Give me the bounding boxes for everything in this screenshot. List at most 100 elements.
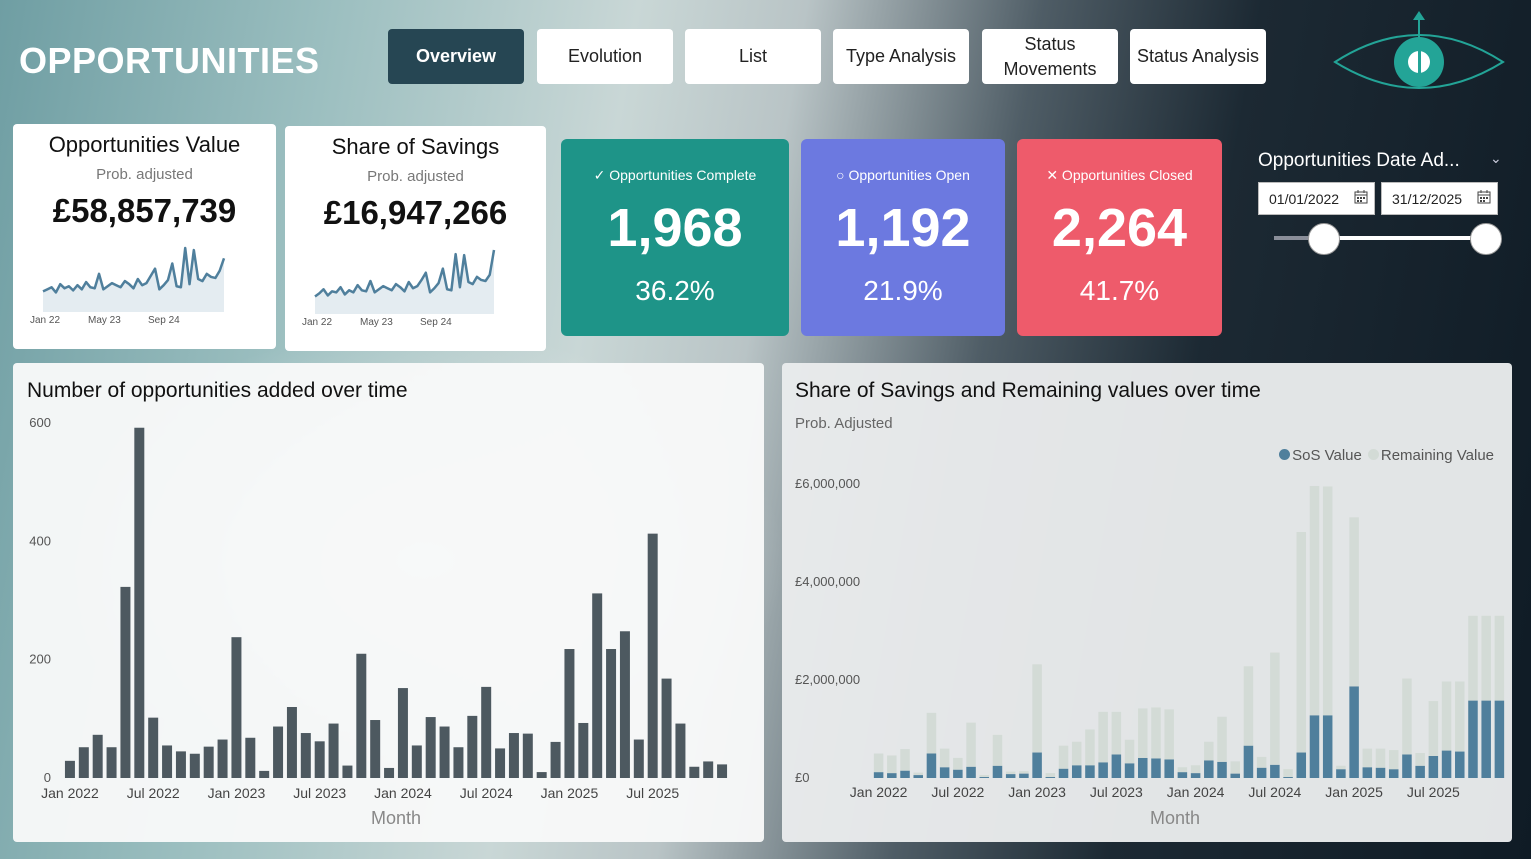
- bar-sos-value: [1111, 754, 1122, 778]
- bar: [231, 637, 242, 778]
- kpi-value: 2,264: [1051, 198, 1188, 258]
- bar-sos-value: [1098, 762, 1108, 778]
- bar-remaining-value: [939, 748, 950, 768]
- bar-sos-value: [1283, 777, 1293, 778]
- bar: [162, 745, 173, 778]
- bar: [384, 767, 395, 778]
- x-tick-label: Jul 2024: [460, 785, 513, 801]
- tab-overview[interactable]: Overview: [388, 29, 524, 84]
- bar-remaining-value: [1177, 767, 1188, 773]
- calendar-icon[interactable]: [1354, 190, 1368, 204]
- bar: [356, 653, 367, 778]
- chevron-down-icon[interactable]: ⌄: [1490, 150, 1502, 166]
- bar-remaining-value: [1151, 707, 1161, 759]
- sparkline-area: [43, 248, 224, 312]
- bar: [120, 586, 131, 778]
- bar: [536, 772, 547, 778]
- slider-start-handle[interactable]: [1308, 223, 1340, 255]
- bar: [647, 533, 658, 778]
- bar-sos-value: [1455, 751, 1465, 778]
- bar-sos-value: [1058, 768, 1069, 778]
- bar: [522, 733, 533, 778]
- eye-icon: [1333, 11, 1505, 89]
- bar-remaining-value: [953, 757, 963, 770]
- kpi-closed: ✕ Opportunities Closed 2,264 41.7%: [1017, 139, 1222, 336]
- bar: [370, 720, 381, 778]
- bar-sos-value: [1349, 686, 1359, 778]
- legend-item-sos[interactable]: SoS Value: [1279, 447, 1362, 464]
- date-slicer-title: Opportunities Date Ad...: [1258, 150, 1460, 171]
- x-tick-label: Jan 2024: [1167, 784, 1225, 800]
- bar: [273, 726, 284, 778]
- bar-sos-value: [966, 766, 976, 778]
- slider-end-handle[interactable]: [1470, 223, 1502, 255]
- bar: [300, 733, 311, 778]
- tab-type-analysis[interactable]: Type Analysis: [833, 29, 969, 84]
- sparkline-line: [314, 249, 496, 298]
- tab-list[interactable]: List: [685, 29, 821, 84]
- bar-sos-value: [873, 772, 884, 778]
- bar-sos-value: [1481, 700, 1491, 778]
- legend-dot: [1367, 449, 1379, 460]
- bar-remaining-value: [1217, 716, 1227, 762]
- bar-remaining-value: [1098, 711, 1108, 763]
- bar-sos-value: [1270, 764, 1280, 778]
- bar: [606, 649, 617, 778]
- bar-remaining-value: [1296, 532, 1307, 753]
- bar-remaining-value: [873, 753, 884, 773]
- bar-remaining-value: [1441, 681, 1452, 751]
- legend-item-remaining[interactable]: Remaining Value: [1367, 447, 1494, 464]
- bar: [564, 649, 575, 778]
- bar: [578, 722, 589, 778]
- bar-sos-value: [1362, 767, 1373, 778]
- bar-remaining-value: [1455, 681, 1465, 752]
- bar-sos-value: [926, 753, 937, 778]
- chart-title: Share of Savings and Remaining values ov…: [795, 379, 1261, 402]
- bar-remaining-value: [1375, 748, 1386, 768]
- x-tick-label: Jan 2022: [41, 785, 99, 801]
- bar-sos-value: [1388, 769, 1399, 778]
- card-title: Opportunities Value: [48, 132, 241, 157]
- bar: [508, 733, 519, 778]
- bar: [689, 766, 700, 778]
- x-tick-label: Jan 2025: [1325, 784, 1383, 800]
- bar-remaining-value: [1309, 485, 1320, 716]
- bar-sos-value: [1230, 773, 1240, 778]
- bar-remaining-value: [913, 772, 923, 776]
- sparkline: [42, 246, 226, 312]
- bar-sos-value: [1375, 767, 1386, 778]
- x-tick-label: Jan 2024: [374, 785, 432, 801]
- tab-status-analysis[interactable]: Status Analysis: [1130, 29, 1266, 84]
- bar-sos-value: [1415, 765, 1425, 778]
- x-tick-label: Jul 2023: [1090, 784, 1143, 800]
- bar: [148, 717, 159, 778]
- bar-remaining-value: [1111, 711, 1122, 755]
- end-date-input[interactable]: 31/12/2025: [1381, 182, 1498, 215]
- bar: [550, 741, 561, 778]
- bar-remaining-value: [1388, 750, 1399, 770]
- bar-sos-value: [1336, 769, 1346, 778]
- bar-sos-value: [1085, 765, 1095, 778]
- bar-remaining-value: [1071, 741, 1082, 766]
- bar-sos-value: [1032, 752, 1042, 778]
- bar-sos-value: [953, 769, 963, 778]
- bar-sos-value: [1243, 745, 1254, 778]
- bar: [633, 739, 644, 778]
- bar-sos-value: [939, 767, 950, 778]
- slider-track-range[interactable]: [1324, 236, 1486, 240]
- bar-remaining-value: [1005, 771, 1016, 775]
- legend-label: SoS Value: [1292, 447, 1362, 464]
- chart-panel-opportunities-added: Number of opportunities added over time …: [13, 363, 764, 842]
- y-tick-label: 200: [29, 652, 51, 667]
- start-date-input[interactable]: 01/01/2022: [1258, 182, 1375, 215]
- tab-status-movements[interactable]: Status Movements: [982, 29, 1118, 84]
- bar-remaining-value: [1362, 748, 1373, 768]
- bar-remaining-value: [1336, 765, 1346, 770]
- bar-remaining-value: [1019, 771, 1029, 774]
- bar-remaining-value: [1428, 701, 1439, 756]
- calendar-icon[interactable]: [1477, 190, 1491, 204]
- x-axis-label: Month: [1150, 808, 1200, 828]
- card-subtitle: Prob. adjusted: [367, 168, 464, 185]
- tab-evolution[interactable]: Evolution: [537, 29, 673, 84]
- bar: [619, 631, 630, 778]
